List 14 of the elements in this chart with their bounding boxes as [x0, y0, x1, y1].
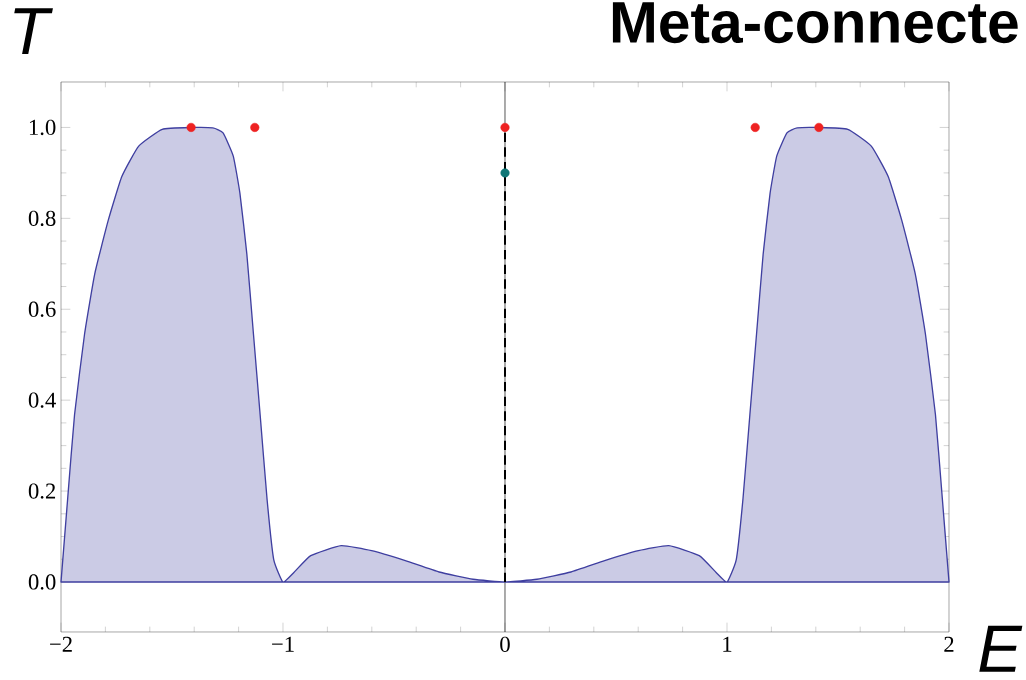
x-tick-label: −1 — [272, 636, 294, 652]
y-tick-label: 0.4 — [28, 392, 56, 408]
x-axis-title: E — [979, 625, 1023, 672]
y-tick-label: 0.2 — [28, 483, 56, 499]
chart-title: Meta-connecte — [612, 2, 1018, 44]
y-tick-label: 1.0 — [29, 119, 56, 136]
y-tick-label: 0.8 — [28, 210, 56, 227]
y-tick-label: 0.0 — [28, 574, 56, 590]
x-tick-label: −2 — [50, 636, 72, 652]
x-tick-label: 0 — [500, 636, 510, 652]
x-tick-label: 2 — [944, 636, 954, 652]
y-tick-label: 0.6 — [28, 301, 56, 317]
x-tick-label: 1 — [723, 636, 732, 652]
y-axis-title: T — [14, 8, 53, 55]
